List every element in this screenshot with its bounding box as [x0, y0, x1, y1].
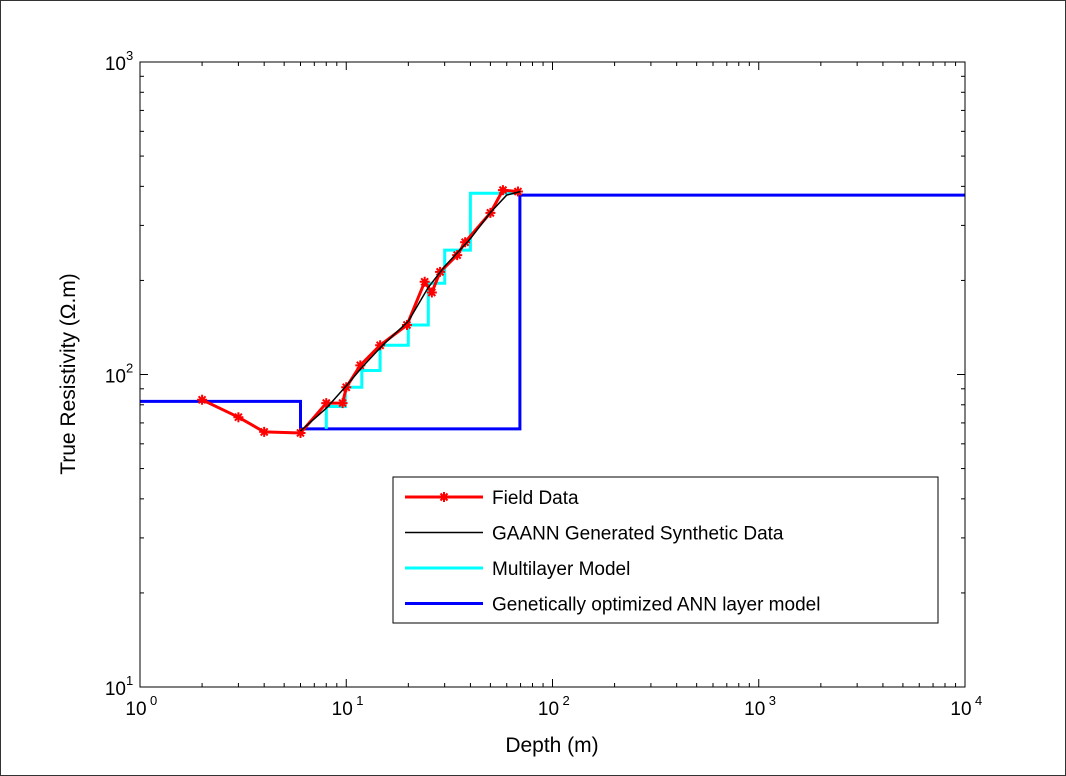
data-point: [197, 394, 208, 405]
x-tick-label: 10: [538, 699, 559, 720]
data-point: [233, 412, 244, 423]
data-point: [375, 340, 386, 351]
data-point: [295, 427, 306, 438]
data-point: [341, 382, 352, 393]
x-tick-label: 10: [125, 699, 146, 720]
y-tick-label: 10: [105, 54, 126, 75]
y-tick-label-exponent: 3: [126, 48, 133, 63]
legend-label: Genetically optimized ANN layer model: [492, 595, 820, 616]
y-axis-label: True Resistivity (Ω.m): [57, 273, 80, 475]
series-line: [300, 190, 521, 432]
data-point: [321, 398, 332, 409]
series-line: [140, 193, 965, 431]
series-layer: [140, 185, 965, 438]
legend-item: GAANN Generated Synthetic Data: [405, 524, 784, 545]
tick-labels: 10 0 10 1 10 2 10 3 10 410 110 210 3: [105, 48, 982, 720]
data-point: [259, 426, 270, 437]
legend: Field Data GAANN Generated Synthetic Data…: [392, 476, 939, 624]
y-tick-label: 10: [105, 679, 126, 700]
legend-marker: [439, 492, 449, 502]
data-point: [401, 320, 412, 331]
x-tick-label-exponent: 4: [975, 693, 982, 708]
y-tick-label-exponent: 2: [126, 361, 133, 376]
series-multilayer-model: [324, 191, 521, 429]
legend-item: Field Data: [405, 488, 579, 509]
x-tick-label-exponent: 3: [769, 693, 776, 708]
x-axis-label: Depth (m): [505, 734, 598, 757]
y-tick-label: 10: [105, 367, 126, 388]
data-point: [419, 276, 430, 287]
x-tick-label-exponent: 1: [356, 693, 363, 708]
data-point: [497, 185, 508, 196]
legend-item: Genetically optimized ANN layer model: [405, 595, 820, 616]
series-line: [324, 191, 521, 429]
series-genetically-optimized-ann-layer-model: [140, 193, 965, 431]
x-tick-label: 10: [332, 699, 353, 720]
x-tick-label-exponent: 0: [150, 693, 157, 708]
legend-label: Multilayer Model: [492, 559, 630, 580]
x-tick-label: 10: [744, 699, 765, 720]
series-gaann-generated-synthetic-data: [300, 190, 521, 432]
data-point: [452, 250, 463, 261]
data-point: [426, 287, 437, 298]
legend-box: [392, 476, 939, 624]
legend-label: Field Data: [492, 488, 579, 509]
x-tick-label: 10: [950, 699, 971, 720]
data-point: [460, 237, 471, 248]
legend-item: Multilayer Model: [405, 559, 630, 580]
x-tick-label-exponent: 2: [563, 693, 570, 708]
y-tick-label-exponent: 1: [126, 673, 133, 688]
data-point: [337, 398, 348, 409]
legend-label: GAANN Generated Synthetic Data: [492, 524, 784, 545]
data-point: [355, 360, 366, 371]
plot-area-border: [139, 61, 966, 688]
